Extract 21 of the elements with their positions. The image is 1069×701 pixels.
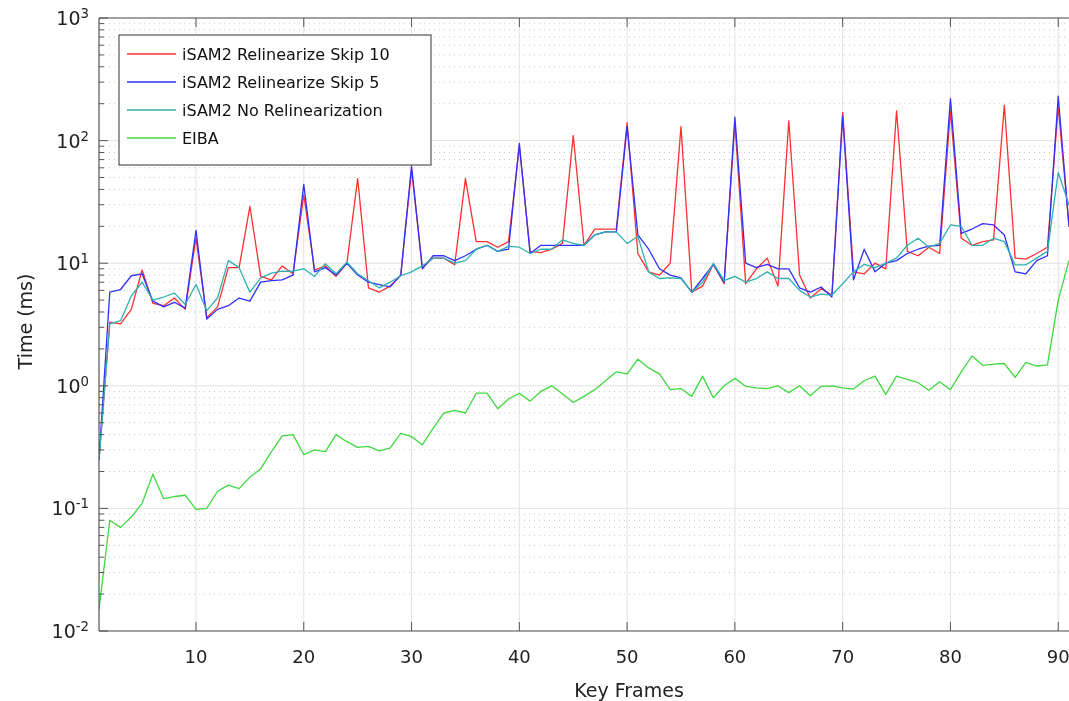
legend-label: iSAM2 Relinearize Skip 5: [182, 73, 380, 92]
legend-label: iSAM2 No Relinearization: [182, 101, 383, 120]
legend-label: EIBA: [182, 129, 219, 148]
x-axis-title: Key Frames: [574, 679, 684, 701]
x-tick-label: 80: [938, 646, 962, 667]
x-tick-label: 10: [184, 646, 208, 667]
y-tick-label: 10$^{2}$: [56, 128, 89, 152]
x-tick-label: 60: [723, 646, 747, 667]
x-tick-label: 70: [831, 646, 855, 667]
y-tick-label: 10$^{-2}$: [51, 618, 89, 642]
y-tick-label: 10$^{3}$: [56, 5, 89, 29]
x-tick-label: 40: [507, 646, 531, 667]
legend-label: iSAM2 Relinearize Skip 10: [182, 45, 390, 64]
x-tick-label: 50: [615, 646, 639, 667]
y-tick-label: 10$^{1}$: [56, 250, 89, 275]
x-tick-label: 30: [400, 646, 424, 667]
y-tick-label: 10$^{0}$: [56, 373, 89, 397]
x-tick-label: 90: [1046, 646, 1069, 667]
y-tick-label: 10$^{-1}$: [51, 495, 89, 520]
x-tick-label: 20: [292, 646, 316, 667]
y-axis-title: Time (ms): [14, 273, 36, 371]
